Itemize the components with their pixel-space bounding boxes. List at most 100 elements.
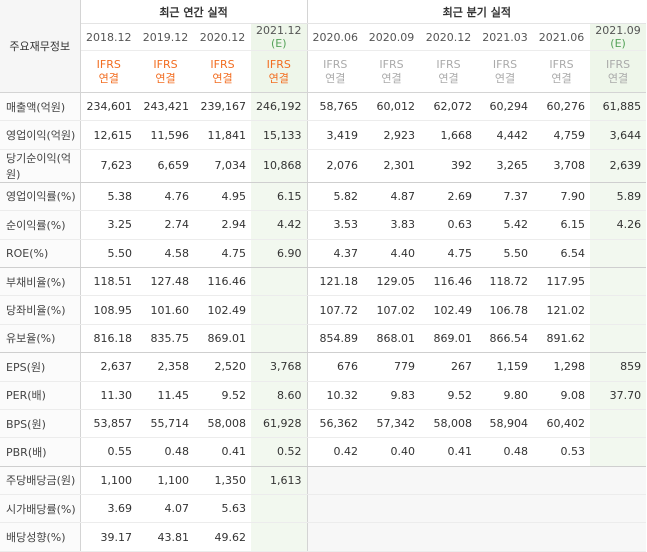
table-cell: 116.46 [420,267,478,297]
standard-line1: IFRS [266,57,291,71]
table-cell: 10.32 [307,381,364,410]
accounting-standard: IFRS 연결 [80,50,137,93]
table-cell: 58,765 [307,92,364,122]
row-label: 유보율(%) [0,324,81,354]
table-cell: 11.30 [80,381,137,410]
table-cell: 12,615 [80,120,137,150]
period-header: 2021.06 [533,23,591,51]
table-row: 당기순이익(억원) 7,623 6,659 7,034 10,868 2,076 2,301… [0,149,647,183]
table-cell: 121.18 [307,267,364,297]
table-cell: 62,072 [420,92,478,122]
table-cell: 4.26 [590,210,647,240]
table-cell [307,466,364,496]
standard-line1: IFRS [549,57,574,71]
quarterly-group-header: 최근 분기 실적 [307,0,647,24]
table-cell: 267 [420,352,478,382]
period-header: 2018.12 [80,23,137,51]
table-cell: 7,623 [80,149,137,183]
accounting-standard: IFRS 연결 [477,50,534,93]
table-cell: 859 [590,352,647,382]
table-cell: 11,596 [137,120,194,150]
table-cell: 55,714 [137,409,194,439]
period-label: 2019.12 [142,30,189,44]
table-row: PBR(배) 0.55 0.48 0.41 0.52 0.42 0.40 0.41 0.48 0.… [0,437,647,467]
standard-line2: 연결 [325,71,346,85]
annual-group-header: 최근 연간 실적 [80,0,308,24]
standard-line1: IFRS [210,57,235,71]
table-cell: 107.72 [307,295,364,325]
table-cell: 61,928 [251,409,308,439]
table-cell: 239,167 [194,92,251,122]
period-label: 2021.03 [482,30,528,44]
table-cell: 0.63 [420,210,478,240]
table-row: 영업이익(억원) 12,615 11,596 11,841 15,133 3,419 2,9… [0,120,647,150]
table-cell: 1,159 [477,352,534,382]
period-header: 2020.06 [307,23,364,51]
table-cell: 49.62 [194,522,251,552]
table-cell [477,522,534,552]
table-cell: 835.75 [137,324,194,354]
table-cell: 4.95 [194,182,251,212]
table-cell: 779 [363,352,421,382]
table-cell [590,494,647,524]
table-cell: 1,668 [420,120,478,150]
table-cell: 102.49 [420,295,478,325]
row-label: 주당배당금(원) [0,466,81,496]
accounting-standard: IFRS 연결 [533,50,591,93]
table-cell: 868.01 [363,324,421,354]
table-cell: 6.15 [533,210,591,240]
table-cell: 3.53 [307,210,364,240]
period-header: 2020.12 [194,23,251,51]
table-cell: 11,841 [194,120,251,150]
table-cell: 4.87 [363,182,421,212]
table-cell [590,295,647,325]
table-cell: 58,904 [477,409,534,439]
table-cell: 2,923 [363,120,421,150]
table-cell [251,494,308,524]
standard-line2: 연결 [155,71,176,85]
table-cell: 60,402 [533,409,591,439]
period-header: 2021.12 (E) [251,23,308,51]
table-cell: 9.80 [477,381,534,410]
table-cell [533,494,591,524]
table-cell [477,466,534,496]
table-cell: 2.69 [420,182,478,212]
table-cell [363,522,421,552]
row-label: 당좌비율(%) [0,295,81,325]
table-cell: 4,759 [533,120,591,150]
standard-line1: IFRS [436,57,461,71]
table-cell: 3,265 [477,149,534,183]
table-cell: 4.07 [137,494,194,524]
table-cell: 2,520 [194,352,251,382]
table-cell [590,522,647,552]
table-cell: 869.01 [194,324,251,354]
table-cell: 8.60 [251,381,308,410]
table-row: 배당성향(%) 39.17 43.81 49.62 [0,522,647,552]
table-cell: 0.41 [420,437,478,467]
accounting-standard: IFRS 연결 [307,50,364,93]
table-cell: 4.75 [194,239,251,268]
standard-line2: 연결 [268,71,289,85]
table-cell: 1,100 [137,466,194,496]
table-cell: 3.69 [80,494,137,524]
table-cell: 4.42 [251,210,308,240]
row-label: EPS(원) [0,352,81,382]
table-cell: 5.82 [307,182,364,212]
table-cell: 5.42 [477,210,534,240]
corner-label: 주요재무정보 [0,0,81,93]
table-cell: 3.83 [363,210,421,240]
table-cell [590,466,647,496]
table-cell: 2,358 [137,352,194,382]
row-label: BPS(원) [0,409,81,439]
table-cell: 3,708 [533,149,591,183]
table-cell: 58,008 [194,409,251,439]
standard-line1: IFRS [323,57,348,71]
table-cell: 3,644 [590,120,647,150]
period-header: 2020.12 [420,23,478,51]
table-row: EPS(원) 2,637 2,358 2,520 3,768 676 779 267 1,159… [0,352,647,382]
table-cell [307,494,364,524]
table-cell: 0.55 [80,437,137,467]
table-cell: 43.81 [137,522,194,552]
table-cell: 129.05 [363,267,421,297]
table-row: BPS(원) 53,857 55,714 58,008 61,928 56,362 57,3… [0,409,647,439]
